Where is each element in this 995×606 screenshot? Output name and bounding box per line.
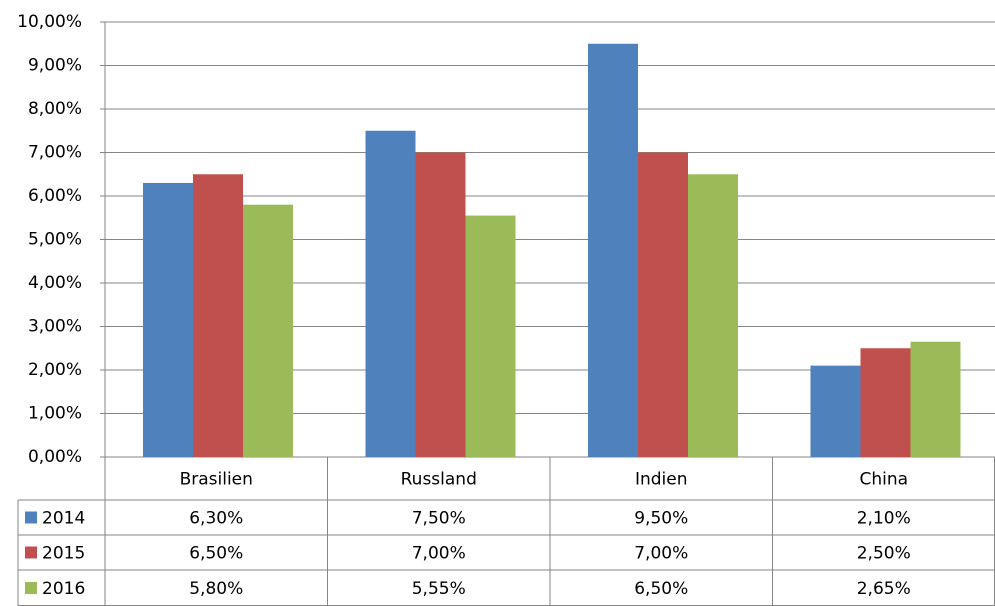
y-tick-label: 4,00% — [28, 273, 82, 293]
category-label: Indien — [635, 470, 688, 490]
bar — [465, 215, 516, 457]
table-cell: 5,55% — [412, 579, 466, 599]
bar — [193, 174, 243, 457]
bar — [588, 43, 638, 457]
table-cell: 7,00% — [412, 544, 466, 564]
table-cell: 7,00% — [634, 544, 688, 564]
y-tick-label: 7,00% — [28, 143, 82, 163]
bar — [415, 152, 466, 457]
table-cell: 5,80% — [189, 579, 243, 599]
y-tick-label: 5,00% — [28, 230, 82, 250]
bar — [860, 348, 911, 457]
y-tick-label: 8,00% — [28, 99, 82, 119]
bar — [143, 182, 193, 457]
table-cell: 9,50% — [634, 509, 688, 529]
y-tick-label: 1,00% — [28, 404, 82, 424]
bar — [810, 365, 861, 457]
y-tick-label: 6,00% — [28, 186, 82, 206]
category-label: Russland — [401, 470, 477, 490]
table-cell: 2,50% — [857, 544, 911, 564]
table-cell: 2,10% — [857, 509, 911, 529]
y-tick-label: 3,00% — [28, 317, 82, 337]
bar — [365, 130, 416, 457]
y-tick-label: 9,00% — [28, 56, 82, 76]
table-cell: 6,50% — [634, 579, 688, 599]
y-tick-label: 0,00% — [28, 447, 82, 467]
table-cell: 7,50% — [412, 509, 466, 529]
y-tick-label: 2,00% — [28, 360, 82, 380]
y-tick-label: 10,00% — [17, 12, 82, 32]
category-label: China — [859, 470, 908, 490]
legend-label: 2016 — [42, 579, 85, 599]
bar — [638, 152, 688, 457]
legend-label: 2015 — [42, 544, 85, 564]
legend-label: 2014 — [42, 509, 85, 529]
table-cell: 6,50% — [189, 544, 243, 564]
bar — [243, 204, 293, 457]
legend-swatch — [25, 546, 37, 559]
bar — [688, 174, 738, 457]
table-cell: 6,30% — [189, 509, 243, 529]
category-label: Brasilien — [180, 470, 253, 490]
bar — [910, 341, 961, 457]
table-cell: 2,65% — [857, 579, 911, 599]
legend-swatch — [25, 511, 37, 524]
legend-swatch — [25, 582, 37, 594]
